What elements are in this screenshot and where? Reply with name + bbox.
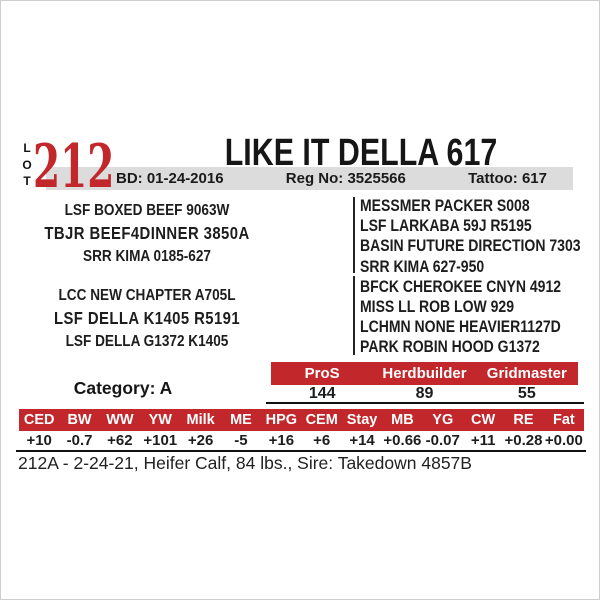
- epd-value-cell: +16: [268, 431, 295, 449]
- epd-header-cell: YW: [148, 412, 172, 428]
- epd-value-cell: +11: [470, 431, 496, 449]
- lot-label: LOT: [22, 141, 32, 188]
- epd-value-cell: +0.66: [383, 431, 422, 449]
- epd-value-cell: +101: [143, 431, 178, 449]
- epd-table-underline: [16, 450, 586, 452]
- ancestor-row: BASIN FUTURE DIRECTION 7303: [360, 237, 581, 256]
- index-table-underline: [266, 402, 584, 404]
- index-table-header: ProS Herdbuilder Gridmaster: [271, 362, 578, 385]
- epd-header-cell: MB: [391, 412, 414, 428]
- dam-dam-name: LSF DELLA G1372 K1405: [65, 333, 229, 350]
- index-value-cell: 144: [308, 384, 336, 402]
- index-header-cell: ProS: [304, 365, 340, 382]
- pedigree-bracket-line-top: [353, 197, 355, 273]
- sire-dam-name: SRR KIMA 0185-627: [82, 248, 211, 265]
- sire-name: TBJR BEEF4DINNER 3850A: [44, 223, 250, 243]
- epd-value-cell: -0.07: [425, 431, 460, 449]
- sire-sire-name: LSF BOXED BEEF 9063W: [64, 202, 230, 219]
- calf-footnote: 212A - 2-24-21, Heifer Calf, 84 lbs., Si…: [18, 453, 472, 473]
- ancestors-list: MESSMER PACKER S008 LSF LARKABA 59J R519…: [360, 196, 581, 358]
- dam-group: LCC NEW CHAPTER A705L LSF DELLA K1405 R5…: [23, 284, 271, 353]
- epd-header-cell: CW: [471, 412, 496, 428]
- index-value-cell: 55: [517, 384, 536, 402]
- epd-table-header: CED BW WW YW Milk ME HPG CEM Stay MB YG …: [19, 409, 584, 431]
- epd-header-cell: Stay: [346, 412, 378, 428]
- animal-name-title: LIKE IT DELLA 617: [224, 132, 498, 174]
- index-header-cell: Gridmaster: [486, 365, 567, 382]
- dam-sire-name: LCC NEW CHAPTER A705L: [58, 287, 236, 304]
- epd-header-cell: WW: [106, 412, 134, 428]
- ancestor-row: LCHMN NONE HEAVIER1127D: [360, 318, 561, 337]
- epd-header-cell: HPG: [265, 412, 298, 428]
- epd-header-cell: CEM: [305, 412, 338, 428]
- epd-value-cell: +10: [26, 431, 52, 449]
- epd-table-values: +10 -0.7 +62 +101 +26 -5 +16 +6 +14 +0.6…: [19, 431, 584, 449]
- epd-header-cell: Milk: [186, 412, 215, 428]
- ancestor-row: BFCK CHEROKEE CNYN 4912: [360, 277, 562, 296]
- index-table-values: 144 89 55: [271, 385, 578, 402]
- reg-no-text: Reg No: 3525566: [285, 170, 406, 187]
- epd-value-cell: -5: [234, 431, 248, 449]
- ancestor-row: MESSMER PACKER S008: [360, 197, 530, 215]
- ancestor-row: PARK ROBIN HOOD G1372: [360, 338, 540, 357]
- info-bar: BD: 01-24-2016 Reg No: 3525566 Tattoo: 6…: [46, 167, 573, 190]
- pedigree-bracket-line-bottom: [353, 276, 355, 355]
- epd-header-cell: ME: [230, 412, 252, 428]
- epd-header-cell: BW: [67, 412, 92, 428]
- tattoo-text: Tattoo: 617: [468, 170, 547, 187]
- epd-value-cell: +62: [107, 431, 133, 449]
- ancestor-row: MISS LL ROB LOW 929: [360, 298, 515, 317]
- birthdate-text: BD: 01-24-2016: [116, 170, 224, 187]
- epd-value-cell: +14: [349, 431, 375, 449]
- index-value-cell: 89: [415, 384, 434, 402]
- epd-header-cell: YG: [432, 412, 454, 428]
- epd-value-cell: +0.00: [544, 431, 583, 449]
- lot-number: 212: [33, 132, 115, 202]
- epd-value-cell: +6: [313, 431, 331, 449]
- category-label: Category: A: [73, 378, 173, 398]
- ancestor-row: LSF LARKABA 59J R5195: [360, 217, 532, 236]
- sire-group: LSF BOXED BEEF 9063W TBJR BEEF4DINNER 38…: [23, 199, 271, 268]
- ancestor-row: SRR KIMA 627-950: [360, 257, 485, 276]
- epd-header-cell: RE: [513, 412, 534, 428]
- epd-value-cell: +0.28: [504, 431, 543, 449]
- index-header-cell: Herdbuilder: [382, 365, 467, 382]
- epd-header-cell: CED: [23, 412, 55, 428]
- epd-value-cell: -0.7: [66, 431, 93, 449]
- epd-header-cell: Fat: [552, 412, 575, 428]
- dam-name: LSF DELLA K1405 R5191: [53, 308, 241, 328]
- epd-value-cell: +26: [187, 431, 214, 449]
